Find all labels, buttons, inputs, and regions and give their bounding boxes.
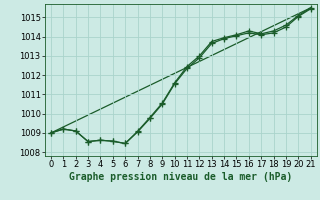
X-axis label: Graphe pression niveau de la mer (hPa): Graphe pression niveau de la mer (hPa) [69,172,292,182]
